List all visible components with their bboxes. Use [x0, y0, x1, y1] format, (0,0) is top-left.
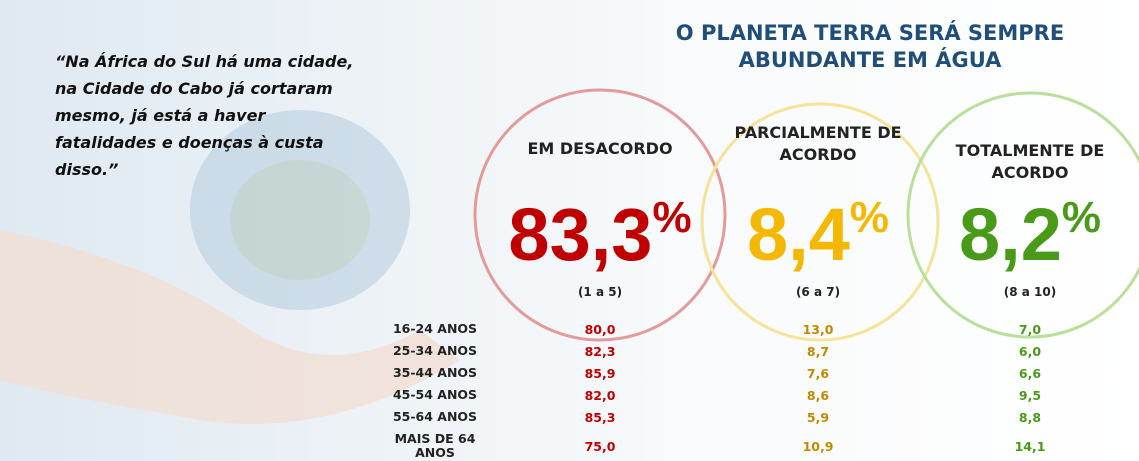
table-value: 80,0: [560, 322, 640, 337]
unit: %: [652, 193, 691, 242]
quote: “Na África do Sul há uma cidade, na Cida…: [55, 48, 355, 183]
value: 8,4: [747, 193, 850, 276]
age-label: 25-34 ANOS: [385, 344, 485, 358]
age-label: 45-54 ANOS: [385, 388, 485, 402]
table-value: 8,7: [778, 344, 858, 359]
unit: %: [1062, 193, 1101, 242]
table-value: 82,3: [560, 344, 640, 359]
unit: %: [850, 193, 889, 242]
value: 8,2: [959, 193, 1062, 276]
group-label: PARCIALMENTE DE ACORDO: [733, 122, 903, 166]
table-value: 13,0: [778, 322, 858, 337]
table-value: 85,9: [560, 366, 640, 381]
table-value: 7,6: [778, 366, 858, 381]
group-range: (1 a 5): [540, 285, 660, 299]
group-range: (8 a 10): [970, 285, 1090, 299]
age-label: 16-24 ANOS: [385, 322, 485, 336]
table-value: 8,8: [990, 410, 1070, 425]
age-label: 35-44 ANOS: [385, 366, 485, 380]
age-label: MAIS DE 64 ANOS: [385, 432, 485, 460]
table-value: 6,6: [990, 366, 1070, 381]
table-value: 85,3: [560, 410, 640, 425]
table-value: 9,5: [990, 388, 1070, 403]
table-value: 8,6: [778, 388, 858, 403]
group-value: 8,4%: [698, 178, 938, 275]
group-range: (6 a 7): [758, 285, 878, 299]
group-value: 8,2%: [910, 178, 1139, 275]
age-label: 55-64 ANOS: [385, 410, 485, 424]
title: O PLANETA TERRA SERÁ SEMPRE ABUNDANTE EM…: [600, 20, 1139, 74]
table-value: 10,9: [778, 439, 858, 454]
value: 83,3: [508, 193, 652, 276]
table-value: 14,1: [990, 439, 1070, 454]
table-value: 82,0: [560, 388, 640, 403]
table-value: 6,0: [990, 344, 1070, 359]
table-value: 7,0: [990, 322, 1070, 337]
page: O PLANETA TERRA SERÁ SEMPRE ABUNDANTE EM…: [0, 0, 1139, 461]
group-value: 83,3%: [480, 178, 720, 275]
table-value: 75,0: [560, 439, 640, 454]
group-label: EM DESACORDO: [515, 138, 685, 160]
table-value: 5,9: [778, 410, 858, 425]
